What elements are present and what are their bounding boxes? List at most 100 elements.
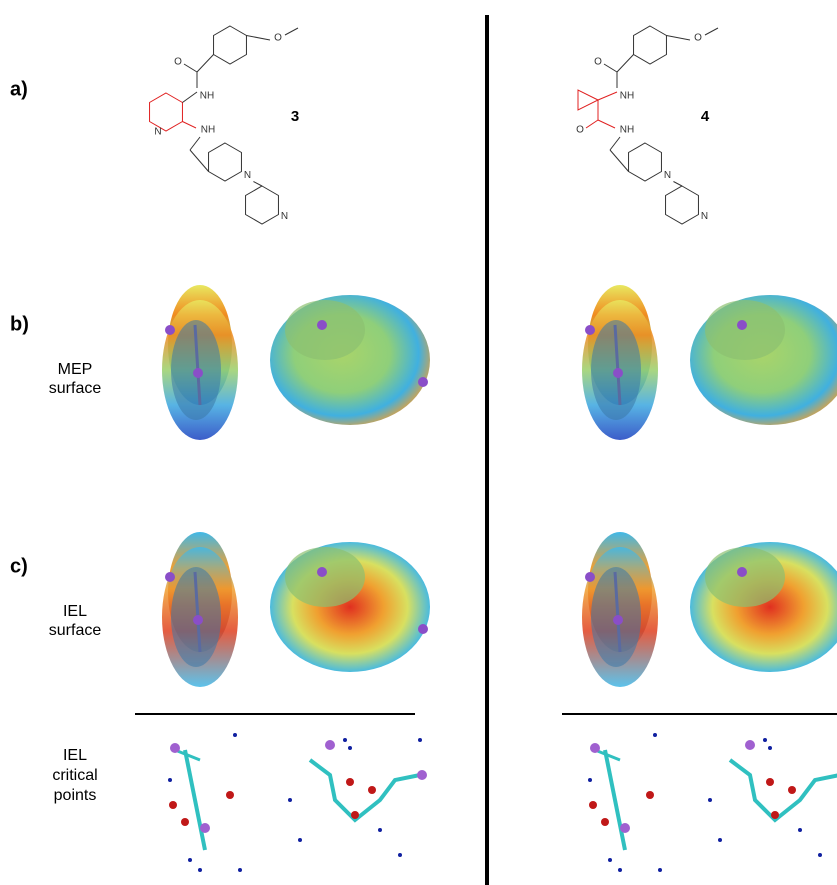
bond [705,28,718,35]
atom-sphere [288,798,292,802]
bond [197,55,214,73]
atom-sphere [418,377,428,387]
atom-sphere [193,615,203,625]
atom-sphere [601,818,609,826]
atom-sphere [351,811,359,819]
atom-sphere [165,325,175,335]
row-label: IEL [63,603,87,620]
ring [629,143,662,181]
figure: a) b) c) MEP surface IEL surface IEL cri… [0,0,837,885]
bond [666,36,690,41]
stick [730,760,837,820]
bond [246,36,270,41]
row-label: surface [49,380,102,397]
panel-label: a) [10,78,28,100]
bond [190,150,209,172]
atom-sphere [585,572,595,582]
ring [150,93,183,131]
ring [214,26,247,64]
ring [666,186,699,224]
atom-sphere [346,778,354,786]
atom-sphere [768,746,772,750]
atom-sphere [417,770,427,780]
atom-sphere [589,801,597,809]
atom-sphere [200,823,210,833]
atom-label: NH [620,125,634,136]
bond [253,182,262,187]
atom-sphere [398,853,402,857]
atom-sphere [170,743,180,753]
atom-sphere [317,320,327,330]
bond [610,150,629,172]
atom-sphere [708,798,712,802]
atom-sphere [653,733,657,737]
atom-sphere [343,738,347,742]
ring [209,143,242,181]
bond [184,64,197,72]
atom-sphere [613,615,623,625]
atom-sphere [198,868,202,872]
row-label: critical [52,767,97,784]
surface [285,300,365,360]
atom-sphere [590,743,600,753]
bond [285,28,298,35]
surface [285,547,365,607]
atom-label: NH [620,91,634,102]
bond [673,182,682,187]
stick [310,760,420,820]
atom-sphere [620,823,630,833]
bond [182,92,197,103]
atom-label: N [701,211,708,222]
ring [246,186,279,224]
atom-label: N [281,211,288,222]
atom-sphere [188,858,192,862]
atom-sphere [618,868,622,872]
atom-sphere [763,738,767,742]
atom-sphere [718,838,722,842]
row-label: points [54,787,97,804]
bond [190,137,200,150]
atom-sphere [766,778,774,786]
atom-label: N [154,127,161,138]
atom-sphere [298,838,302,842]
atom-sphere [613,368,623,378]
atom-sphere [348,746,352,750]
row-label: MEP [58,361,93,378]
compound-number: 3 [291,108,299,125]
atom-sphere [325,740,335,750]
atom-sphere [378,828,382,832]
atom-sphere [238,868,242,872]
atom-sphere [317,567,327,577]
bond [610,137,620,150]
atom-sphere [368,786,376,794]
atom-sphere [233,733,237,737]
panel-label: b) [10,313,29,335]
atom-sphere [165,572,175,582]
atom-label: O [594,57,602,68]
row-label: surface [49,622,102,639]
surface [705,547,785,607]
atom-sphere [585,325,595,335]
atom-sphere [737,320,747,330]
bond [598,92,617,100]
row-label: IEL [63,747,87,764]
atom-label: O [174,57,182,68]
bond [617,55,634,73]
atom-label: O [274,33,282,44]
atom-label: NH [200,91,214,102]
ring [634,26,667,64]
stick [605,750,625,850]
atom-label: N [244,170,251,181]
atom-label: O [694,33,702,44]
atom-sphere [418,624,428,634]
atom-sphere [737,567,747,577]
atom-sphere [788,786,796,794]
atom-sphere [168,778,172,782]
atom-label: O [576,125,584,136]
bond [182,122,196,129]
atom-sphere [608,858,612,862]
atom-sphere [798,828,802,832]
surface [705,300,785,360]
atom-sphere [818,853,822,857]
